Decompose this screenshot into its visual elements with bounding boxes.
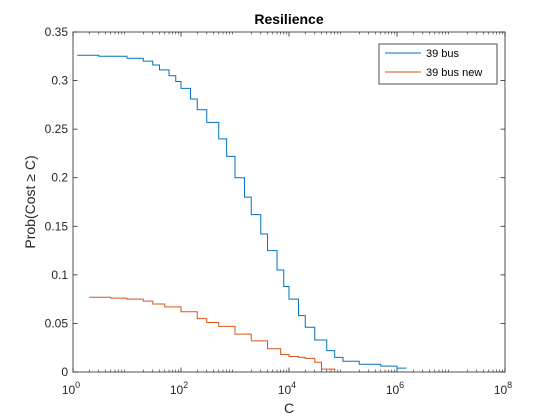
y-tick-label: 0.25: [45, 122, 69, 136]
y-tick-label: 0.15: [45, 219, 69, 233]
y-tick-label: 0.05: [45, 316, 69, 330]
x-tick-label: 100: [62, 380, 80, 397]
series-line-1: [77, 54, 407, 369]
y-tick-label: 0.3: [51, 74, 68, 88]
chart-title: Resilience: [254, 11, 323, 27]
y-axis: 0 0.05 0.1 0.15 0.2 0.25 0.3 0.35: [45, 25, 505, 379]
y-tick-label: 0.1: [51, 268, 68, 282]
legend-box: [378, 43, 498, 85]
x-axis: 100 102 104 106 108: [62, 32, 512, 397]
y-tick-label: 0: [61, 365, 68, 379]
y-tick-label: 0.35: [45, 25, 69, 39]
y-axis-label: Prob(Cost ≥ C): [22, 155, 38, 248]
x-tick-label: 106: [386, 380, 404, 397]
x-axis-label: C: [284, 400, 294, 416]
plot-area: [72, 31, 506, 373]
legend-label-1: 39 bus: [426, 48, 460, 60]
legend-label-2: 39 bus new: [426, 67, 482, 79]
x-tick-label: 108: [494, 380, 512, 397]
series-line-2: [89, 296, 336, 372]
legend: 39 bus 39 bus new: [378, 43, 498, 85]
series-layer: [77, 54, 407, 372]
x-tick-label: 104: [278, 380, 296, 397]
x-tick-label: 102: [170, 380, 188, 397]
y-tick-label: 0.2: [51, 171, 68, 185]
